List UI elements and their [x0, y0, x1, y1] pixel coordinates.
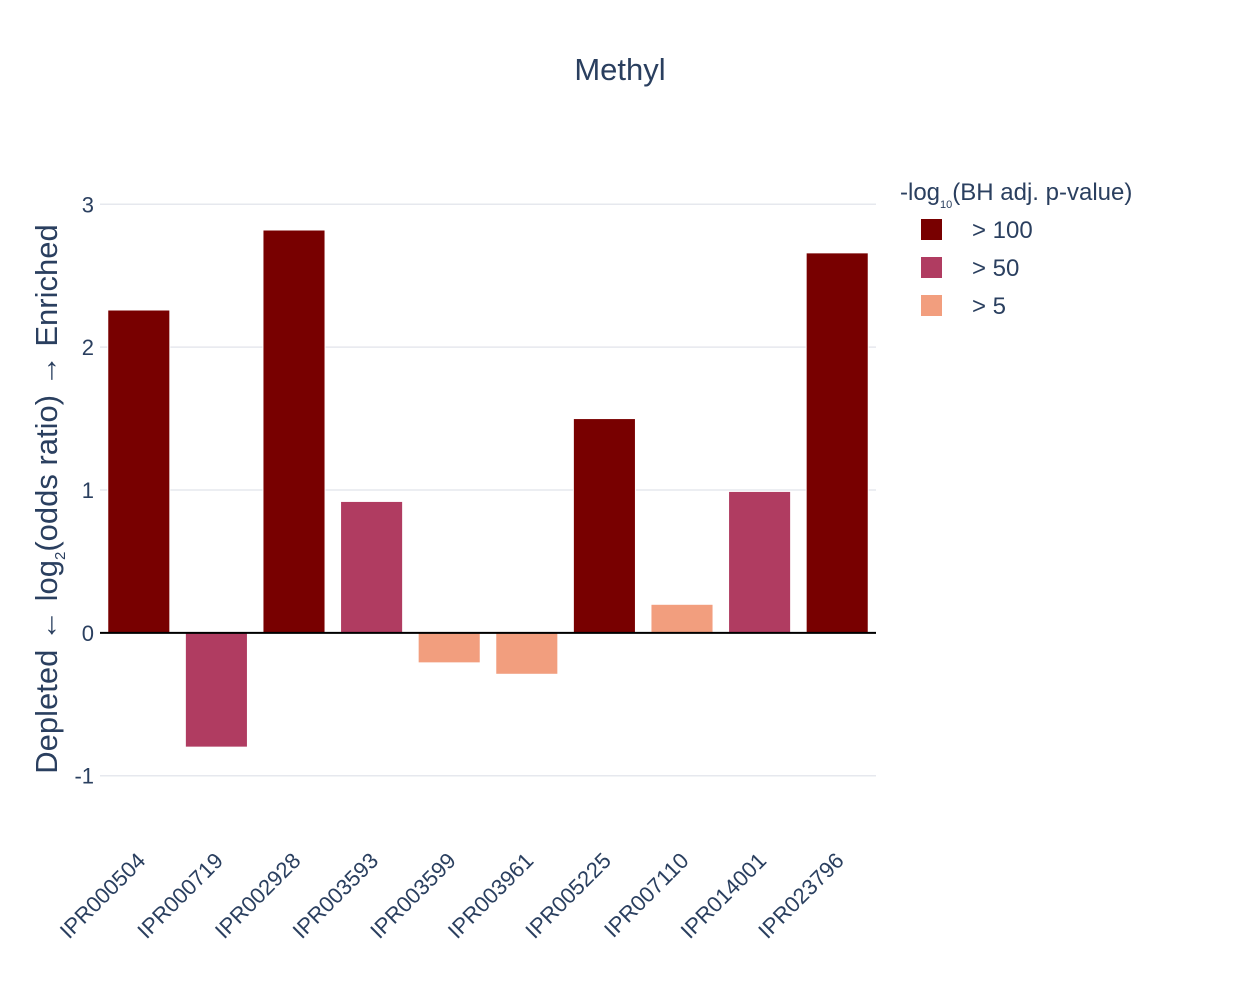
y-axis-label: Depleted ← log2(odds ratio) → Enriched	[29, 224, 69, 773]
y-tick-label: 3	[82, 192, 94, 217]
bar	[650, 603, 714, 634]
legend-swatch[interactable]	[921, 295, 942, 316]
y-tick-label: -1	[74, 764, 94, 789]
y-tick-labels: -1 0 1 2 3	[74, 192, 94, 788]
legend-label[interactable]: > 5	[972, 293, 1006, 320]
legend-title-right: (BH adj. p-value)	[952, 179, 1132, 206]
legend-title-subscript: 10	[940, 199, 952, 211]
bar	[340, 500, 404, 634]
bar	[728, 490, 792, 634]
bar	[417, 632, 481, 664]
chart-title: Methyl	[574, 52, 665, 87]
legend-title-left: -log	[900, 179, 940, 206]
bar	[107, 309, 171, 634]
y-tick-label: 0	[82, 621, 94, 646]
bar	[184, 632, 248, 748]
bar	[572, 418, 636, 634]
grid-layer	[100, 203, 876, 777]
bar	[495, 632, 559, 675]
legend-swatch[interactable]	[921, 257, 942, 278]
legend-label[interactable]: > 50	[972, 255, 1019, 282]
y-axis-label-subscript: 2	[52, 552, 69, 560]
legend-label[interactable]: > 100	[972, 217, 1033, 244]
y-axis-label-left: Depleted ← log	[29, 560, 64, 774]
legend-items: > 100 > 50 > 5	[921, 217, 1033, 320]
y-tick-label: 2	[82, 335, 94, 360]
bars-layer	[107, 229, 869, 748]
y-axis-label-right: (odds ratio) → Enriched	[29, 224, 64, 551]
y-tick-label: 1	[82, 478, 94, 503]
x-tick-labels: IPR000504IPR000719IPR002928IPR003593IPR0…	[55, 848, 849, 944]
bar	[262, 229, 326, 634]
bar	[805, 252, 869, 634]
legend: -log10(BH adj. p-value) > 100 > 50 > 5	[900, 179, 1132, 320]
legend-swatch[interactable]	[921, 219, 942, 240]
legend-title: -log10(BH adj. p-value)	[900, 179, 1132, 211]
